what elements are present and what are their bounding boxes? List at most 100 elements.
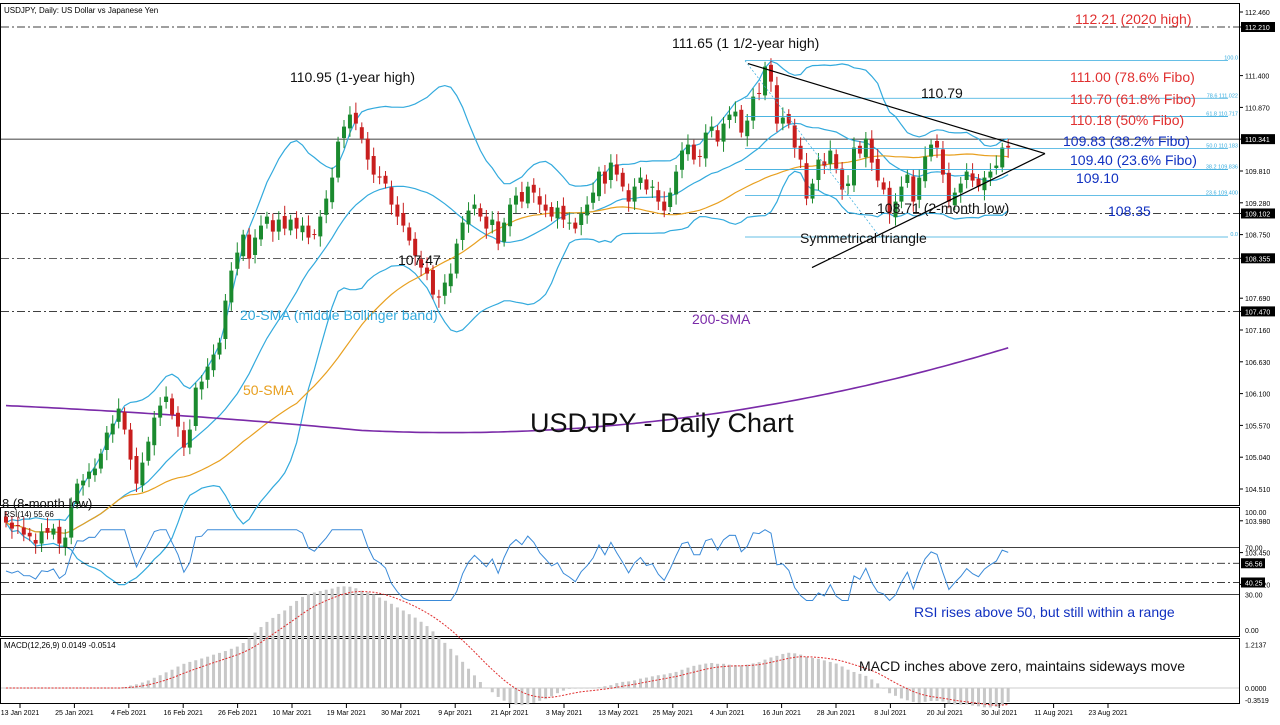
candle-body (158, 405, 163, 418)
candle-body (804, 163, 809, 199)
fibonacci-scale-label: 78.6 111.022 (1207, 93, 1238, 99)
candle-body (1006, 145, 1011, 148)
candle-body (116, 408, 121, 422)
macd-histogram-bar (894, 688, 897, 696)
candle-body (952, 192, 957, 206)
candle-body (846, 183, 851, 186)
candle-body (502, 222, 507, 242)
macd-histogram-bar (1006, 688, 1010, 702)
macd-histogram-bar (899, 688, 903, 699)
candle-body (389, 187, 394, 205)
macd-histogram-bar (858, 673, 862, 688)
candle-body (9, 522, 14, 529)
macd-histogram-bar (123, 686, 127, 688)
sma-50-line (5, 153, 1009, 534)
price-axis-label: 112.210 (1245, 25, 1270, 32)
candle-body (828, 150, 833, 164)
candle-body (905, 174, 910, 183)
macd-histogram-bar (609, 685, 613, 688)
macd-histogram-bar (467, 668, 471, 688)
candle-body (887, 187, 892, 214)
candle-body (822, 161, 827, 166)
macd-histogram-bar (176, 666, 180, 688)
rsi-axis-label: 56.56 (1245, 561, 1263, 568)
macd-histogram-bar (306, 593, 310, 688)
candle-body (324, 198, 329, 215)
candle-body (193, 387, 198, 426)
candle-body (57, 526, 62, 544)
macd-histogram-bar (591, 688, 595, 689)
macd-histogram-bar (348, 586, 352, 688)
candle-body (721, 123, 726, 142)
macd-histogram-bar (318, 591, 322, 688)
macd-histogram-bar (134, 684, 138, 688)
macd-histogram-bar (882, 688, 886, 689)
macd-histogram-bar (668, 673, 672, 688)
candle-body (840, 168, 845, 190)
candle-body (810, 183, 815, 199)
candle-body (253, 237, 258, 255)
time-axis-label: 8 Jul 2021 (874, 710, 906, 717)
macd-histogram-bar (478, 682, 482, 688)
macd-histogram-bar (751, 663, 755, 688)
price-axis-label: 107.470 (1245, 309, 1270, 316)
rsi-pane (0, 507, 1240, 637)
macd-histogram-bar (490, 688, 494, 693)
time-axis-label: 26 Feb 2021 (218, 710, 257, 717)
macd-histogram-bar (953, 688, 957, 705)
candle-body (602, 171, 607, 184)
candle-body (988, 171, 993, 178)
candle-body (365, 138, 370, 160)
macd-histogram-bar (763, 659, 767, 688)
macd-histogram-bar (372, 594, 376, 688)
chart-annotation: 109.10 (1076, 170, 1119, 186)
macd-annotation: MACD inches above zero, maintains sidewa… (859, 658, 1185, 674)
macd-histogram-bar (876, 683, 880, 688)
candle-body (15, 525, 20, 526)
candle-body (270, 220, 275, 232)
chart-annotation: 110.70 (61.8% Fibo) (1070, 91, 1196, 107)
candle-body (697, 156, 702, 157)
candle-body (608, 162, 613, 180)
candle-body (869, 138, 874, 163)
chart-title: USDJPY - Daily Chart (530, 408, 794, 438)
macd-histogram-bar (621, 681, 625, 688)
rsi-axis-label: 70.00 (1245, 545, 1263, 552)
macd-histogram-bar (704, 663, 708, 688)
macd-histogram-bar (834, 663, 838, 688)
macd-histogram-bar (994, 688, 998, 707)
candle-body (786, 114, 791, 124)
chart-annotation: 20-SMA (middle Bollinger band) (240, 307, 438, 323)
time-axis-label: 30 Jul 2021 (981, 710, 1017, 717)
macd-histogram-bar (443, 642, 447, 688)
candle-body (519, 192, 524, 202)
candle-body (472, 204, 477, 209)
macd-histogram-bar (727, 664, 731, 688)
candle-body (211, 354, 216, 371)
macd-histogram-bar (965, 688, 969, 705)
price-axis-highlight (1241, 208, 1275, 219)
time-axis-label: 28 Jun 2021 (817, 710, 856, 717)
candle-body (674, 171, 679, 195)
candle-body (87, 471, 92, 479)
macd-histogram-bar (46, 688, 50, 689)
price-axis-label: 105.040 (1245, 455, 1270, 462)
price-axis-label: 111.400 (1245, 74, 1269, 81)
candle-body (395, 204, 400, 217)
macd-histogram-bar (644, 677, 648, 688)
candle-body (300, 225, 305, 233)
sma-20-line (5, 122, 1009, 534)
macd-histogram-bar (182, 663, 186, 688)
chart-annotation: 110.18 (50% Fibo) (1070, 112, 1184, 128)
chart-annotation: 200-SMA (692, 311, 751, 327)
candle-body (792, 125, 797, 148)
macd-histogram-bar (289, 605, 293, 688)
macd-histogram-bar (805, 656, 809, 688)
candle-body (798, 145, 803, 160)
macd-histogram-bar (87, 688, 91, 689)
chart-annotation: 111.00 (78.6% Fibo) (1070, 69, 1195, 85)
candle-body (662, 201, 667, 211)
candle-body (579, 213, 584, 225)
time-axis-label: 30 Mar 2021 (381, 710, 420, 717)
chart-annotation: 108.35 (1108, 203, 1151, 219)
